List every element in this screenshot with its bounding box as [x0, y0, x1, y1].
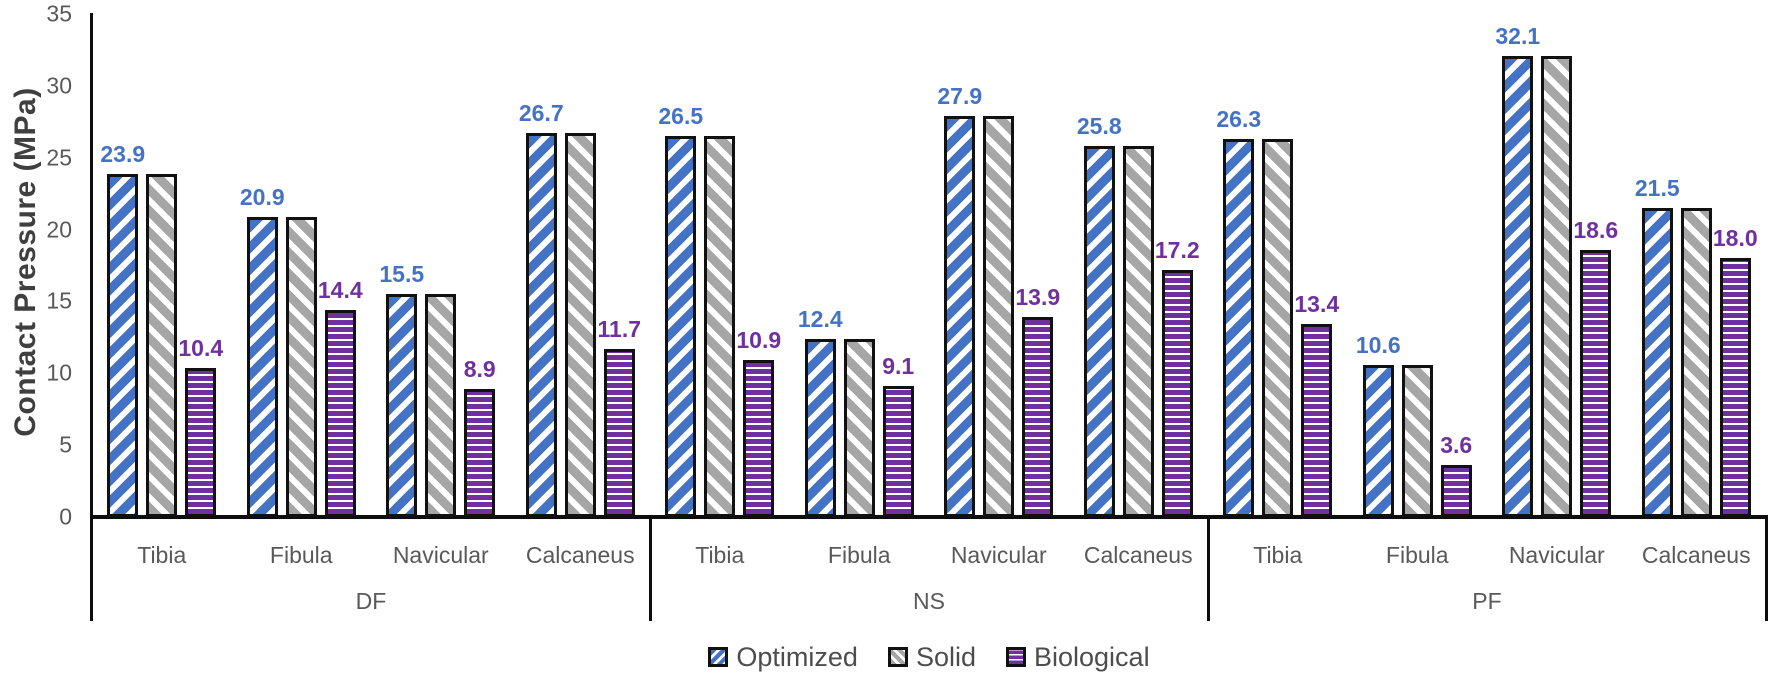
bar-optimized-pf-navicular: [1502, 55, 1534, 517]
data-label-optimized-df-navicular: 15.5: [379, 261, 425, 288]
bar-solid-ns-navicular: [983, 116, 1015, 517]
category-label-pf-tibia: Tibia: [1253, 542, 1303, 568]
y-tick-label-10: 10: [46, 359, 72, 386]
bar-optimized-pf-fibula: [1362, 364, 1394, 517]
category-label-pf-navicular: Navicular: [1508, 542, 1605, 568]
data-label-biological-df-calcaneus: 11.7: [597, 315, 642, 342]
legend-item-solid: Solid: [887, 641, 976, 673]
y-axis-line: [90, 13, 93, 621]
data-label-biological-pf-tibia: 13.4: [1294, 291, 1340, 318]
bar-optimized-df-navicular: [386, 294, 418, 517]
y-tick-label-20: 20: [46, 216, 72, 243]
y-tick-label-30: 30: [46, 72, 72, 99]
bar-optimized-ns-calcaneus: [1083, 146, 1115, 517]
solid-swatch-icon: [887, 647, 908, 667]
data-label-biological-pf-navicular: 18.6: [1573, 216, 1619, 243]
bar-biological-pf-fibula: [1440, 465, 1472, 517]
bar-solid-ns-tibia: [704, 136, 736, 517]
bar-solid-pf-tibia: [1262, 139, 1294, 517]
category-label-ns-fibula: Fibula: [827, 542, 891, 568]
data-label-optimized-ns-tibia: 26.5: [658, 103, 704, 130]
axis-right-boundary-line: [1764, 519, 1768, 621]
bar-solid-ns-fibula: [843, 338, 875, 517]
bar-solid-df-fibula: [285, 216, 317, 517]
bar-biological-df-navicular: [464, 389, 496, 517]
y-tick-label-0: 0: [59, 503, 72, 530]
category-label-ns-calcaneus: Calcaneus: [1083, 542, 1193, 568]
bar-biological-ns-fibula: [882, 386, 914, 517]
category-label-df-navicular: Navicular: [392, 542, 489, 568]
category-label-df-calcaneus: Calcaneus: [525, 542, 635, 568]
bar-solid-pf-calcaneus: [1680, 208, 1712, 517]
data-label-biological-df-navicular: 8.9: [463, 356, 496, 383]
group-separator-line: [1206, 519, 1210, 621]
x-axis-line: [90, 515, 1768, 519]
group-label-df: DF: [355, 588, 387, 614]
bar-optimized-df-calcaneus: [525, 133, 557, 517]
bar-biological-pf-navicular: [1580, 249, 1612, 517]
y-tick-label-35: 35: [46, 0, 72, 27]
bar-solid-df-tibia: [146, 173, 178, 517]
data-label-biological-pf-fibula: 3.6: [1440, 432, 1473, 459]
category-label-ns-navicular: Navicular: [950, 542, 1047, 568]
bar-optimized-pf-tibia: [1223, 139, 1255, 517]
data-label-biological-pf-calcaneus: 18.0: [1712, 225, 1758, 252]
bar-solid-ns-calcaneus: [1122, 146, 1154, 517]
bar-biological-df-fibula: [324, 310, 356, 517]
data-label-optimized-ns-navicular: 27.9: [937, 83, 983, 110]
bar-optimized-ns-navicular: [944, 116, 976, 517]
category-label-df-tibia: Tibia: [137, 542, 187, 568]
bar-biological-ns-calcaneus: [1161, 269, 1193, 517]
data-label-biological-ns-navicular: 13.9: [1015, 284, 1061, 311]
data-label-optimized-df-tibia: 23.9: [100, 140, 146, 167]
category-label-df-fibula: Fibula: [269, 542, 333, 568]
data-label-biological-ns-fibula: 9.1: [882, 353, 915, 380]
legend-item-biological: Biological: [1006, 642, 1150, 673]
category-label-pf-calcaneus: Calcaneus: [1641, 542, 1751, 568]
data-label-optimized-df-calcaneus: 26.7: [518, 100, 564, 127]
category-label-ns-tibia: Tibia: [695, 542, 745, 568]
data-label-optimized-ns-calcaneus: 25.8: [1076, 113, 1122, 140]
bar-biological-ns-navicular: [1022, 317, 1054, 517]
bar-biological-pf-tibia: [1301, 324, 1333, 517]
data-label-optimized-pf-fibula: 10.6: [1355, 331, 1401, 358]
category-label-pf-fibula: Fibula: [1385, 542, 1449, 568]
group-label-ns: NS: [913, 588, 945, 614]
legend-label-biological: Biological: [1034, 641, 1150, 672]
data-label-biological-ns-tibia: 10.9: [736, 327, 782, 354]
data-label-optimized-ns-fibula: 12.4: [797, 305, 843, 332]
bar-optimized-ns-fibula: [804, 338, 836, 517]
legend: Optimized Solid Biological: [92, 640, 1766, 674]
legend-item-optimized: Optimized: [708, 642, 858, 673]
bar-solid-pf-navicular: [1541, 55, 1573, 517]
bar-optimized-ns-tibia: [665, 136, 697, 517]
bar-solid-df-navicular: [425, 294, 457, 517]
bar-optimized-df-tibia: [107, 173, 139, 517]
group-separator-line: [648, 519, 652, 621]
data-label-biological-ns-calcaneus: 17.2: [1154, 236, 1200, 263]
data-label-optimized-df-fibula: 20.9: [239, 183, 285, 210]
data-label-optimized-pf-calcaneus: 21.5: [1634, 175, 1680, 201]
bar-biological-ns-tibia: [743, 360, 775, 517]
data-label-optimized-pf-navicular: 32.1: [1495, 22, 1541, 49]
y-tick-label-25: 25: [46, 144, 72, 171]
legend-label-optimized: Optimized: [736, 641, 858, 672]
bar-biological-pf-calcaneus: [1719, 258, 1751, 517]
y-tick-label-15: 15: [46, 287, 72, 314]
bar-biological-df-calcaneus: [603, 348, 635, 517]
bar-optimized-df-fibula: [246, 216, 278, 517]
data-label-optimized-pf-tibia: 26.3: [1216, 106, 1262, 133]
data-label-biological-df-tibia: 10.4: [178, 334, 224, 361]
biological-swatch-icon: [1006, 647, 1026, 667]
bar-optimized-pf-calcaneus: [1641, 208, 1673, 517]
bar-biological-df-tibia: [185, 367, 217, 517]
bar-solid-pf-fibula: [1401, 364, 1433, 517]
data-label-biological-df-fibula: 14.4: [317, 277, 363, 304]
group-label-pf: PF: [1472, 588, 1502, 614]
y-tick-label-5: 5: [59, 431, 72, 458]
optimized-swatch-icon: [708, 647, 729, 667]
legend-label-solid: Solid: [915, 641, 976, 672]
bar-solid-df-calcaneus: [564, 133, 596, 517]
